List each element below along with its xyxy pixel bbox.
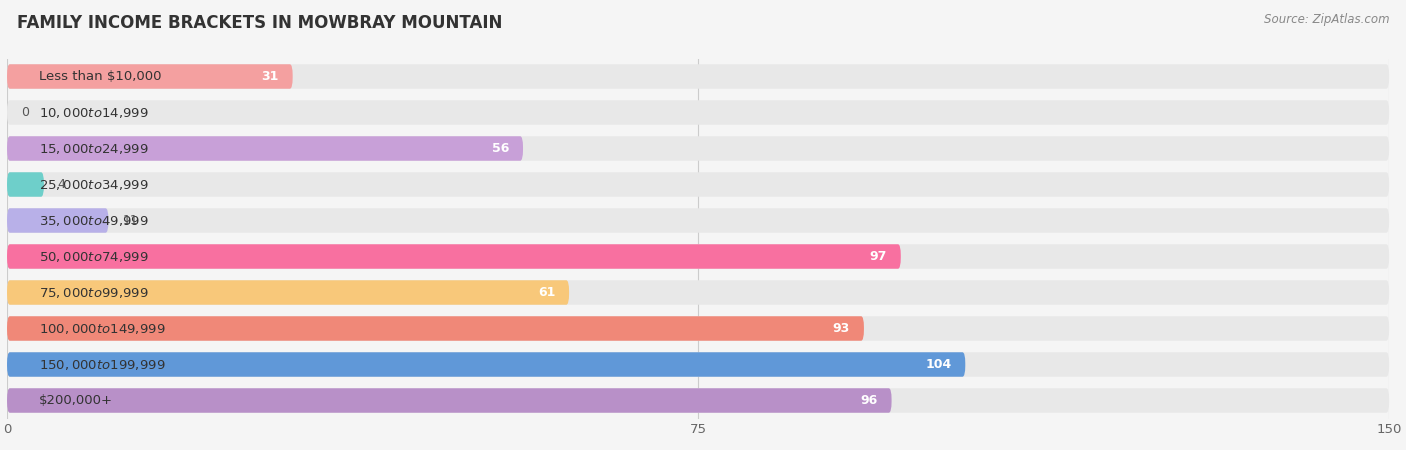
- Text: Less than $10,000: Less than $10,000: [39, 70, 162, 83]
- Text: $200,000+: $200,000+: [39, 394, 114, 407]
- FancyBboxPatch shape: [7, 280, 1389, 305]
- FancyBboxPatch shape: [7, 388, 1389, 413]
- Text: 97: 97: [869, 250, 887, 263]
- Text: Source: ZipAtlas.com: Source: ZipAtlas.com: [1264, 14, 1389, 27]
- Text: $15,000 to $24,999: $15,000 to $24,999: [39, 141, 149, 156]
- FancyBboxPatch shape: [7, 244, 1389, 269]
- FancyBboxPatch shape: [7, 100, 1389, 125]
- Text: 4: 4: [58, 178, 66, 191]
- Text: $35,000 to $49,999: $35,000 to $49,999: [39, 213, 149, 228]
- Text: 0: 0: [21, 106, 30, 119]
- Text: 96: 96: [860, 394, 877, 407]
- FancyBboxPatch shape: [7, 280, 569, 305]
- Text: $10,000 to $14,999: $10,000 to $14,999: [39, 105, 149, 120]
- FancyBboxPatch shape: [7, 136, 523, 161]
- FancyBboxPatch shape: [7, 352, 1389, 377]
- Text: $150,000 to $199,999: $150,000 to $199,999: [39, 357, 166, 372]
- FancyBboxPatch shape: [7, 64, 1389, 89]
- Text: 31: 31: [262, 70, 278, 83]
- FancyBboxPatch shape: [7, 208, 1389, 233]
- FancyBboxPatch shape: [7, 172, 1389, 197]
- Text: $50,000 to $74,999: $50,000 to $74,999: [39, 249, 149, 264]
- Text: 93: 93: [832, 322, 851, 335]
- FancyBboxPatch shape: [7, 136, 1389, 161]
- FancyBboxPatch shape: [7, 316, 1389, 341]
- Text: 56: 56: [492, 142, 509, 155]
- Text: 11: 11: [122, 214, 138, 227]
- FancyBboxPatch shape: [7, 352, 966, 377]
- Text: FAMILY INCOME BRACKETS IN MOWBRAY MOUNTAIN: FAMILY INCOME BRACKETS IN MOWBRAY MOUNTA…: [17, 14, 502, 32]
- FancyBboxPatch shape: [7, 208, 108, 233]
- FancyBboxPatch shape: [7, 244, 901, 269]
- Text: 61: 61: [538, 286, 555, 299]
- FancyBboxPatch shape: [7, 64, 292, 89]
- FancyBboxPatch shape: [7, 388, 891, 413]
- Text: $25,000 to $34,999: $25,000 to $34,999: [39, 177, 149, 192]
- FancyBboxPatch shape: [7, 172, 44, 197]
- Text: $100,000 to $149,999: $100,000 to $149,999: [39, 321, 166, 336]
- Text: 104: 104: [925, 358, 952, 371]
- Text: $75,000 to $99,999: $75,000 to $99,999: [39, 285, 149, 300]
- FancyBboxPatch shape: [7, 316, 863, 341]
